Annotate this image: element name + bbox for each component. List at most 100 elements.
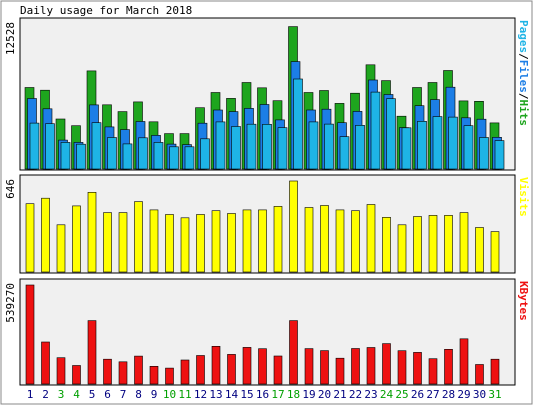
- x-tick-label-day-27: 27: [426, 388, 439, 401]
- bar-visits-day-14: [227, 213, 236, 273]
- bar-pages-day-21: [339, 136, 350, 170]
- x-tick-label-day-5: 5: [89, 388, 96, 401]
- bar-kbytes-day-29: [459, 338, 469, 385]
- series-legend-label: Pages/Files/Hits: [517, 20, 530, 126]
- x-tick-label-day-7: 7: [120, 388, 127, 401]
- bar-pages-day-17: [277, 127, 288, 170]
- x-tick-label-day-18: 18: [287, 388, 300, 401]
- bar-visits-day-24: [382, 217, 391, 273]
- bar-pages-day-15: [246, 123, 257, 170]
- x-tick-label-day-17: 17: [271, 388, 284, 401]
- bar-pages-day-25: [401, 127, 412, 170]
- bar-visits-day-9: [149, 209, 159, 273]
- bar-pages-day-30: [479, 137, 489, 170]
- legend-part: /: [517, 53, 530, 60]
- bar-kbytes-day-14: [227, 354, 236, 385]
- x-tick-label-day-16: 16: [256, 388, 269, 401]
- bar-visits-day-13: [211, 210, 221, 273]
- x-tick-label-day-13: 13: [209, 388, 222, 401]
- x-tick-label-day-31: 31: [488, 388, 501, 401]
- legend-part: /: [517, 93, 530, 100]
- panel-visits: 646 Visits: [4, 174, 530, 274]
- bar-visits-day-5: [87, 192, 97, 273]
- bar-kbytes-day-19: [304, 348, 314, 385]
- x-tick-label-day-29: 29: [457, 388, 470, 401]
- series-legend-label: Visits: [517, 177, 530, 217]
- bar-pages-day-16: [262, 124, 272, 170]
- bar-kbytes-day-27: [428, 358, 438, 385]
- bar-kbytes-day-4: [72, 365, 81, 385]
- bar-visits-day-2: [41, 197, 50, 273]
- x-tick-label-day-9: 9: [151, 388, 158, 401]
- x-tick-label-day-8: 8: [135, 388, 142, 401]
- bar-kbytes-day-3: [56, 357, 66, 385]
- bar-visits-day-1: [25, 203, 35, 273]
- y-max-label: 646: [4, 179, 17, 199]
- bar-pages-day-3: [60, 142, 71, 170]
- x-tick-label-day-25: 25: [395, 388, 408, 401]
- bar-kbytes-day-17: [273, 355, 283, 385]
- x-tick-label-day-10: 10: [163, 388, 176, 401]
- bar-visits-day-17: [273, 206, 283, 273]
- bar-pages-day-23: [370, 91, 381, 170]
- bar-pages-day-29: [463, 125, 474, 170]
- x-axis-labels: 1 2 3 4 5 6 7 8 9 10 11 12 13 14 15 16 17 18 19 20 21 22 23 24 2…: [27, 388, 502, 401]
- bar-visits-day-7: [118, 212, 128, 273]
- bar-kbytes-day-13: [211, 345, 221, 385]
- bar-pages-day-27: [432, 116, 443, 170]
- bar-pages-day-4: [76, 143, 86, 170]
- x-tick-label-day-4: 4: [73, 388, 80, 401]
- y-max-label: 539270: [4, 283, 17, 323]
- x-tick-label-day-19: 19: [302, 388, 315, 401]
- x-tick-label-day-26: 26: [411, 388, 424, 401]
- legend-part: Visits: [517, 177, 530, 217]
- bar-visits-day-27: [428, 215, 438, 273]
- bar-pages-day-7: [122, 143, 133, 170]
- x-tick-label-day-20: 20: [318, 388, 331, 401]
- bar-visits-day-25: [397, 224, 407, 273]
- bar-pages-day-14: [231, 126, 241, 170]
- legend-part: Files: [517, 60, 530, 93]
- bar-pages-day-8: [138, 137, 148, 170]
- bar-kbytes-day-20: [320, 350, 329, 385]
- bar-visits-day-4: [72, 205, 81, 273]
- x-tick-label-day-14: 14: [225, 388, 239, 401]
- bar-kbytes-day-9: [149, 365, 159, 385]
- bar-kbytes-day-26: [413, 352, 422, 385]
- bar-kbytes-day-25: [397, 350, 407, 385]
- bar-pages-day-2: [45, 123, 55, 170]
- x-tick-label-day-23: 23: [364, 388, 377, 401]
- bar-kbytes-day-12: [196, 355, 205, 385]
- bar-kbytes-day-30: [475, 364, 484, 385]
- bar-visits-day-8: [134, 201, 143, 273]
- bar-kbytes-day-15: [242, 347, 252, 385]
- bar-pages-day-22: [355, 125, 365, 170]
- bar-visits-day-18: [289, 180, 298, 273]
- panel-kbytes: 539270 KBytes: [4, 278, 530, 386]
- bar-pages-day-1: [29, 122, 40, 170]
- bar-pages-day-6: [107, 137, 117, 170]
- bar-visits-day-10: [165, 214, 174, 273]
- bar-visits-day-6: [103, 212, 112, 273]
- series-legend-label: KBytes: [517, 281, 530, 321]
- x-tick-label-day-1: 1: [27, 388, 34, 401]
- bar-visits-day-22: [351, 210, 360, 273]
- x-tick-label-day-2: 2: [42, 388, 49, 401]
- bar-kbytes-day-18: [289, 320, 298, 385]
- bar-kbytes-day-11: [180, 359, 190, 385]
- bar-kbytes-day-6: [103, 358, 112, 385]
- x-tick-label-day-15: 15: [240, 388, 253, 401]
- legend-part: Hits: [517, 100, 530, 127]
- x-tick-label-day-28: 28: [442, 388, 455, 401]
- bar-kbytes-day-23: [366, 347, 376, 385]
- bar-kbytes-day-2: [41, 341, 50, 385]
- bar-pages-day-5: [91, 122, 102, 170]
- panels-layer: 12528 Pages/Files/Hits 646 Visits 539270 KByt…: [4, 17, 530, 386]
- bar-visits-day-30: [475, 227, 484, 273]
- x-tick-label-day-21: 21: [333, 388, 346, 401]
- bar-visits-day-20: [320, 205, 329, 273]
- bar-kbytes-day-22: [351, 348, 360, 385]
- panel-hits-files-pages: 12528 Pages/Files/Hits: [4, 17, 530, 171]
